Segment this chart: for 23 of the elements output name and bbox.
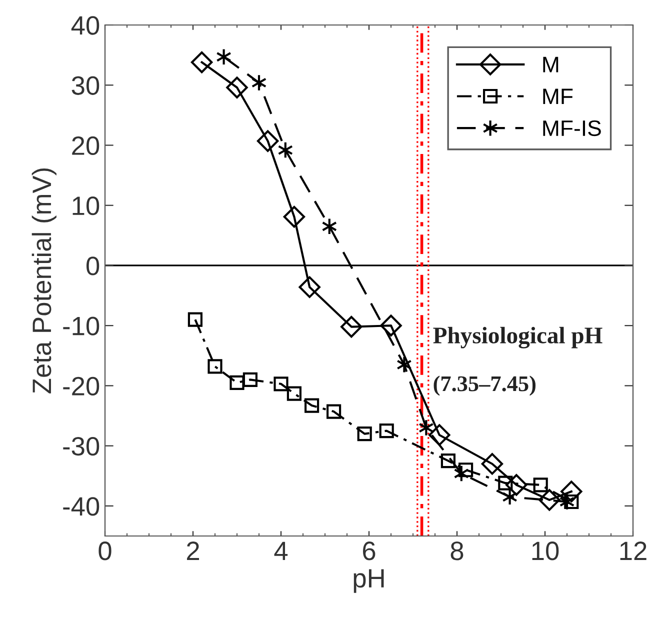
- legend-label: MF: [543, 88, 573, 104]
- x-tick-label: 10: [532, 542, 559, 560]
- y-tick-label: -40: [63, 497, 100, 516]
- x-tick-label: 12: [620, 542, 646, 560]
- y-tick-label: -20: [63, 376, 100, 396]
- annotation: Physiological pH: [433, 326, 602, 348]
- x-tick-label: 4: [274, 542, 288, 560]
- y-tick-label: -30: [63, 436, 100, 456]
- x-tick-label: 0: [98, 542, 112, 560]
- annotation: (7.35–7.45): [434, 376, 536, 396]
- y-axis-title: Zeta Potential (mV): [32, 168, 56, 394]
- x-axis-title: pH: [354, 569, 384, 593]
- y-tick-label: -10: [63, 316, 100, 336]
- y-tick-label: 0: [86, 256, 100, 276]
- y-tick-label: 10: [72, 196, 100, 216]
- y-tick-label: 40: [71, 16, 100, 35]
- legend-label: M: [543, 56, 558, 72]
- x-tick-label: 8: [450, 542, 464, 560]
- x-tick-label: 2: [186, 542, 200, 560]
- legend-label: MF-IS: [543, 120, 601, 136]
- y-tick-label: 20: [72, 136, 100, 156]
- x-tick-label: 6: [363, 542, 376, 560]
- y-tick-label: 30: [72, 76, 100, 95]
